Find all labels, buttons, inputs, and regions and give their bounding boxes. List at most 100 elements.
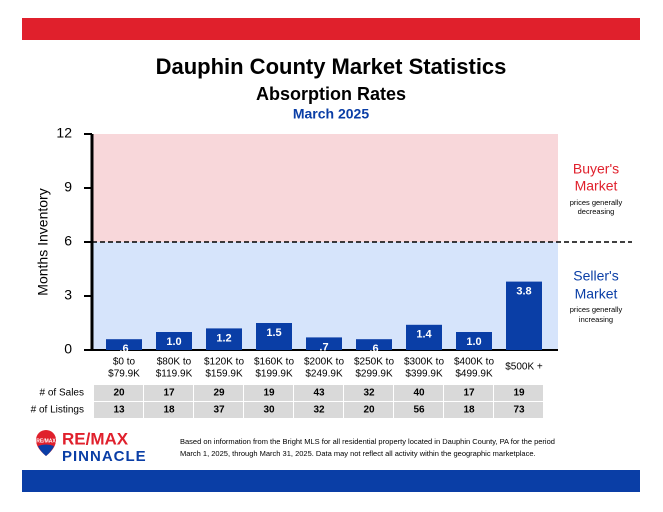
row-label: # of Listings xyxy=(31,405,84,416)
chart-title: Dauphin County Market Statistics xyxy=(156,54,507,79)
region-name: Market xyxy=(575,286,618,302)
region-name: Buyer's xyxy=(573,161,619,177)
x-tick-label: $200K to xyxy=(304,357,344,368)
region-note: prices generally xyxy=(570,198,623,207)
value-label: 1.2 xyxy=(216,332,231,344)
table-cell xyxy=(94,385,143,401)
region-note: decreasing xyxy=(578,207,615,216)
y-axis-label: Months Inventory xyxy=(35,188,51,295)
value-label: 1.4 xyxy=(416,329,432,341)
table-cell xyxy=(394,402,443,418)
table-cell xyxy=(394,385,443,401)
table-value: 20 xyxy=(113,388,125,399)
table-cell xyxy=(194,385,243,401)
table-value: 37 xyxy=(213,405,225,416)
table-cell xyxy=(494,402,543,418)
bar xyxy=(306,337,342,350)
table-value: 43 xyxy=(313,388,325,399)
x-tick-label: $159.9K xyxy=(205,369,243,380)
table-value: 32 xyxy=(363,388,375,399)
table-value: 29 xyxy=(213,388,225,399)
table-cell xyxy=(244,385,293,401)
y-tick-label: 9 xyxy=(64,179,72,195)
table-value: 73 xyxy=(513,405,525,416)
bar xyxy=(106,339,142,350)
table-value: 56 xyxy=(413,405,425,416)
table-cell xyxy=(344,385,393,401)
y-tick-label: 6 xyxy=(64,233,72,249)
x-tick-label: $80K to xyxy=(157,357,192,368)
table-value: 20 xyxy=(363,405,375,416)
bar xyxy=(356,339,392,350)
x-tick-label: $119.9K xyxy=(156,369,193,380)
buyer-region xyxy=(92,134,558,242)
region-name: Seller's xyxy=(573,268,618,284)
value-label: 1.0 xyxy=(466,336,481,348)
table-value: 19 xyxy=(263,388,275,399)
x-tick-label: $399.9K xyxy=(405,369,443,380)
x-tick-label: $499.9K xyxy=(455,369,493,380)
value-label: .6 xyxy=(119,343,128,355)
x-tick-label: $400K to xyxy=(454,357,494,368)
bar xyxy=(256,323,292,350)
table-cell xyxy=(194,402,243,418)
x-tick-label: $0 to xyxy=(113,357,136,368)
table-cell xyxy=(494,385,543,401)
table-value: 19 xyxy=(513,388,525,399)
table-cell xyxy=(244,402,293,418)
table-cell xyxy=(294,402,343,418)
value-label: 1.0 xyxy=(166,336,181,348)
table-cell xyxy=(344,402,393,418)
top-band xyxy=(22,18,640,40)
x-tick-label: $500K + xyxy=(505,362,543,373)
x-tick-label: $299.9K xyxy=(355,369,393,380)
y-tick-label: 0 xyxy=(64,341,72,357)
value-label: .6 xyxy=(369,343,378,355)
footnote: March 1, 2025, through March 31, 2025. D… xyxy=(180,449,536,458)
table-value: 30 xyxy=(263,405,275,416)
table-cell xyxy=(94,402,143,418)
value-label: .7 xyxy=(319,341,328,353)
table-value: 17 xyxy=(163,388,175,399)
footer-logo: RE/MAX RE/MAX PINNACLE xyxy=(35,429,147,465)
table-value: 13 xyxy=(113,405,125,416)
region-note: increasing xyxy=(579,315,613,324)
bar xyxy=(206,328,242,350)
logo-top: RE/MAX xyxy=(62,429,129,448)
table-cell xyxy=(444,402,493,418)
chart-date: March 2025 xyxy=(293,106,369,122)
value-label: 1.5 xyxy=(266,327,281,339)
x-tick-label: $250K to xyxy=(354,357,394,368)
footnote: Based on information from the Bright MLS… xyxy=(180,437,555,446)
region-note: prices generally xyxy=(570,305,623,314)
table-cell xyxy=(444,385,493,401)
badge-text: RE/MAX xyxy=(36,438,56,444)
y-tick-label: 12 xyxy=(56,125,72,141)
logo-bottom: PINNACLE xyxy=(62,448,147,465)
x-tick-label: $120K to xyxy=(204,357,244,368)
table-value: 18 xyxy=(463,405,475,416)
value-label: 3.8 xyxy=(516,286,531,298)
row-label: # of Sales xyxy=(40,388,84,399)
table-cell xyxy=(144,385,193,401)
x-tick-label: $300K to xyxy=(404,357,444,368)
region-name: Market xyxy=(575,178,618,194)
table-cell xyxy=(294,385,343,401)
chart-subtitle: Absorption Rates xyxy=(256,84,406,104)
table-cell xyxy=(144,402,193,418)
x-tick-label: $199.9K xyxy=(255,369,293,380)
table-value: 17 xyxy=(463,388,475,399)
bar xyxy=(156,332,192,350)
bar xyxy=(506,281,542,350)
table-value: 32 xyxy=(313,405,325,416)
bar xyxy=(456,332,492,350)
bottom-band xyxy=(22,470,640,492)
y-tick-label: 3 xyxy=(64,287,72,303)
table-value: 18 xyxy=(163,405,175,416)
x-tick-label: $249.9K xyxy=(305,369,343,380)
x-tick-label: $79.9K xyxy=(108,369,140,380)
badge-balloon-base xyxy=(38,444,54,456)
bar xyxy=(406,324,442,350)
x-tick-label: $160K to xyxy=(254,357,294,368)
